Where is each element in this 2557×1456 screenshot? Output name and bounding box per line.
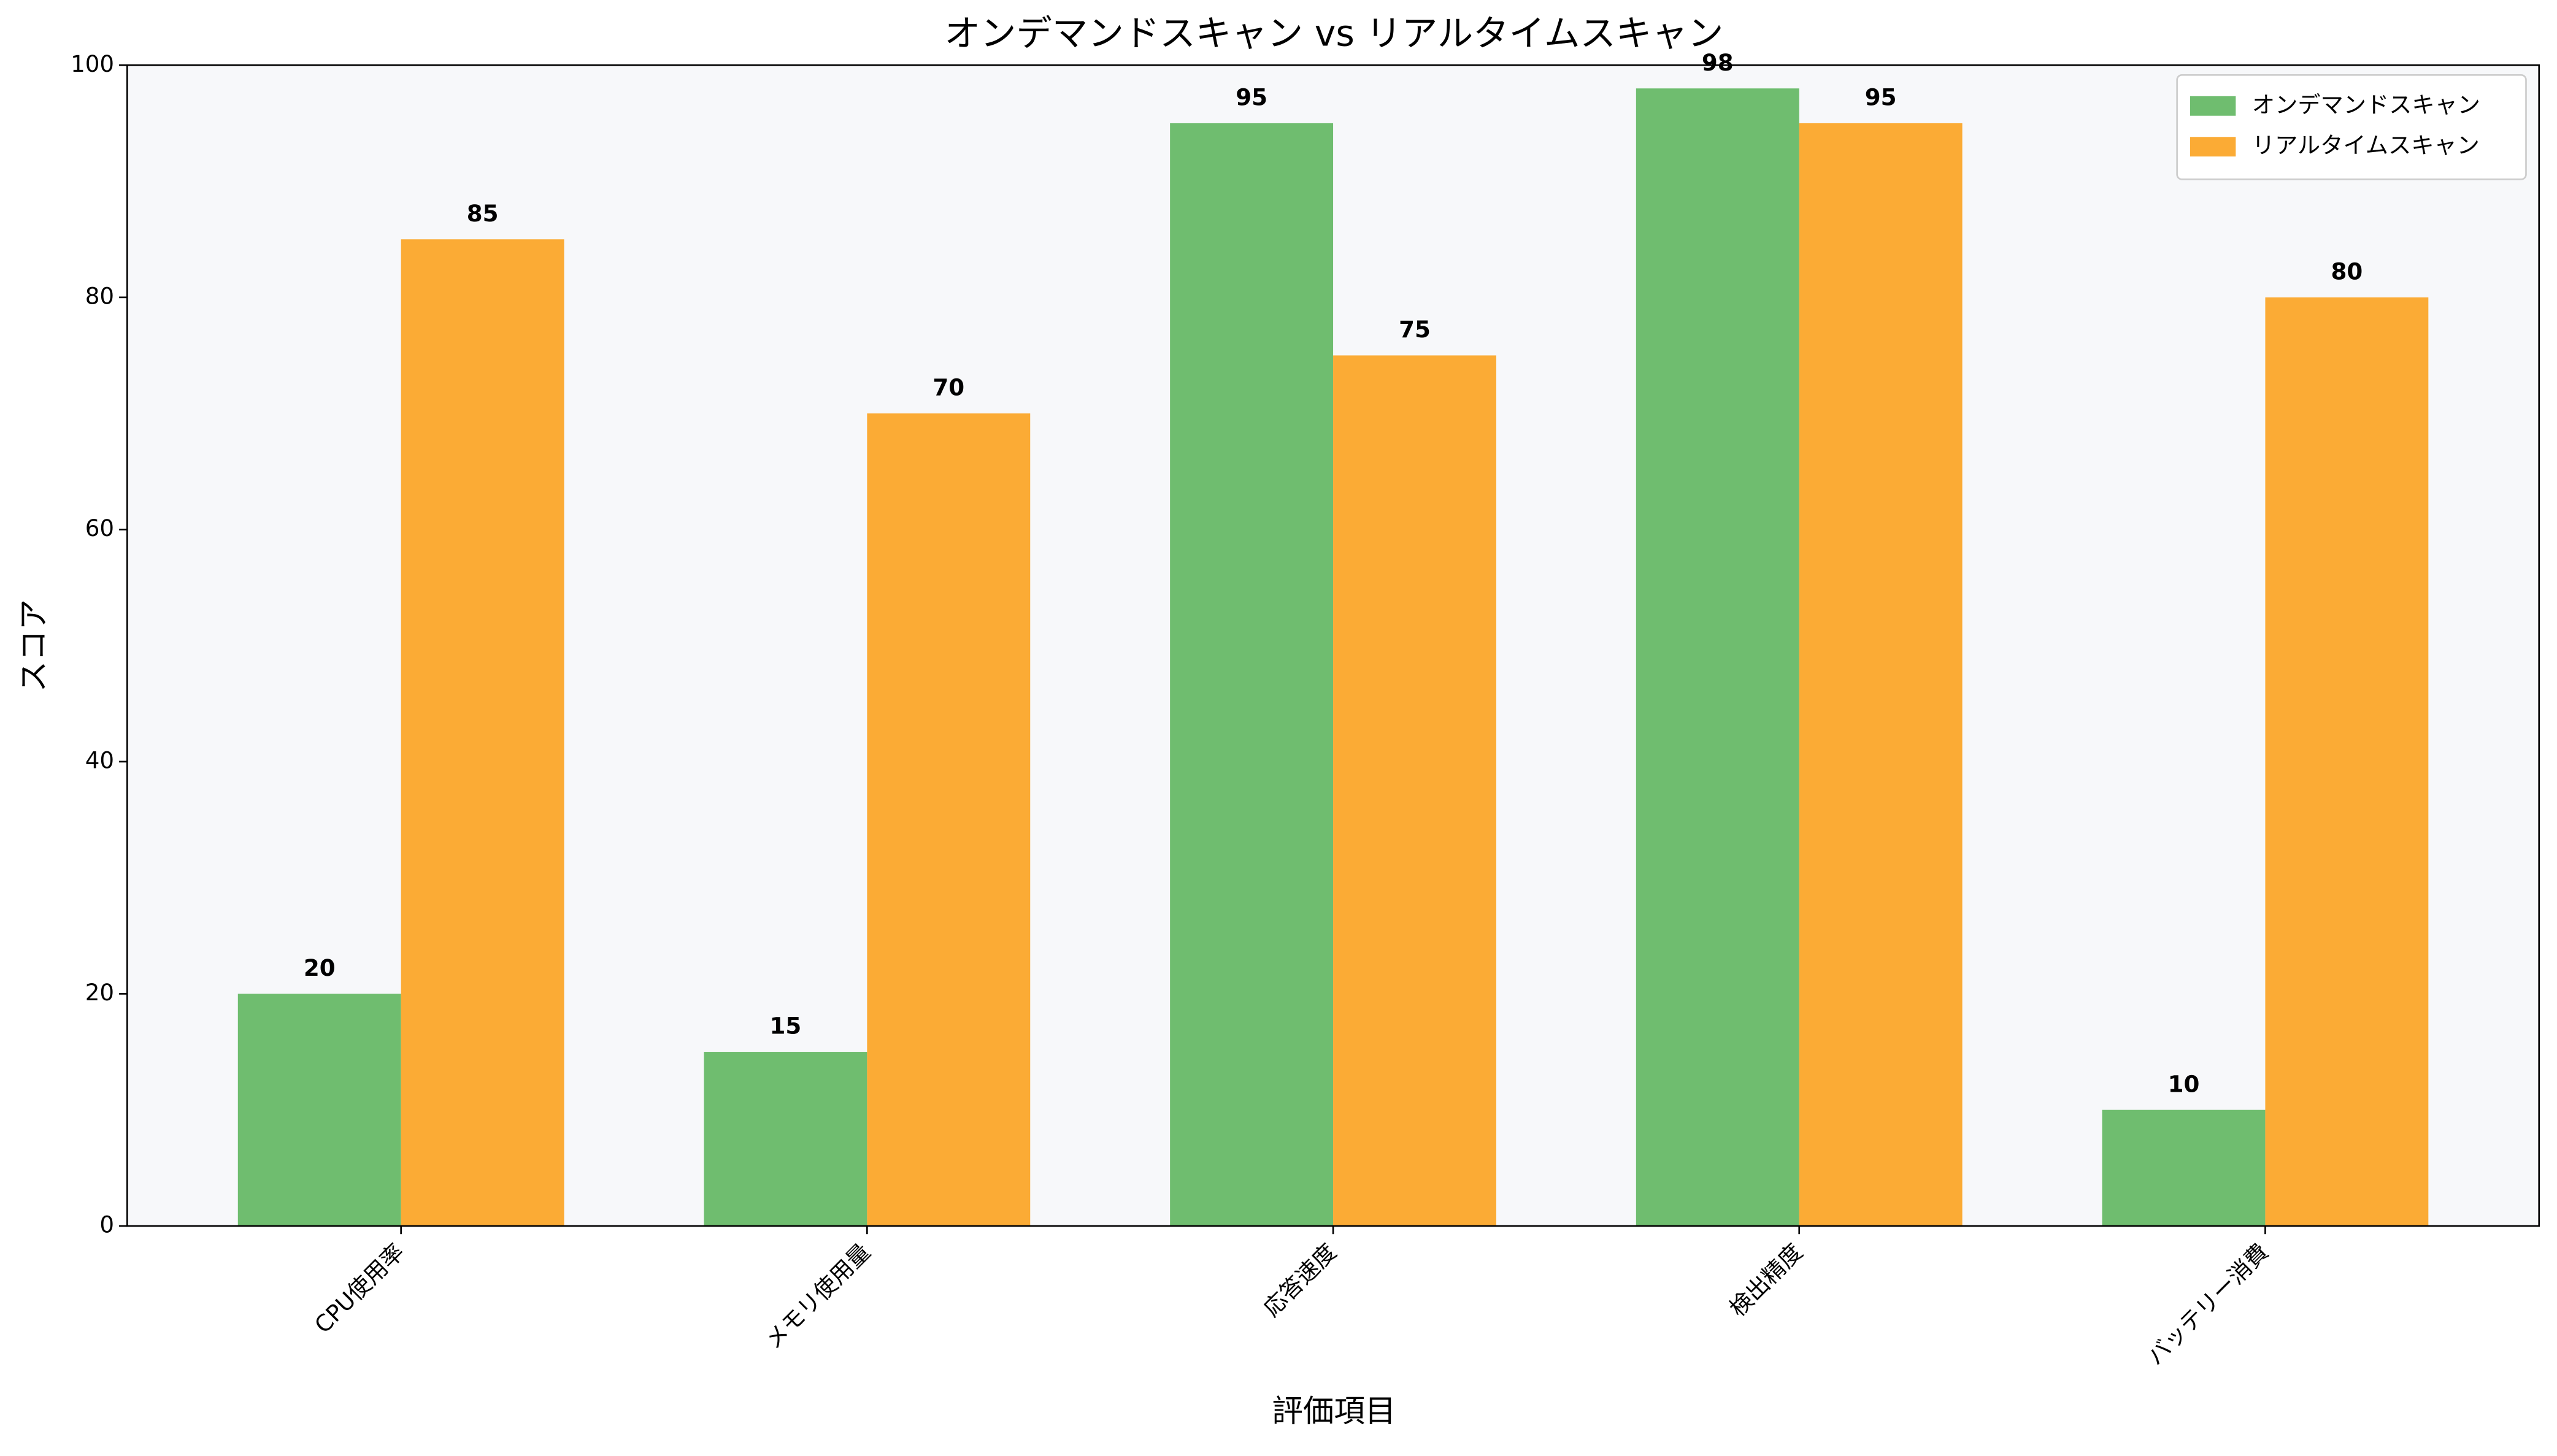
value-label: 95 (1236, 84, 1267, 111)
bar (401, 239, 564, 1226)
y-tick-label: 40 (85, 746, 114, 773)
value-label: 95 (1865, 84, 1897, 111)
bar (867, 413, 1031, 1226)
bar (237, 994, 401, 1226)
value-label: 80 (2331, 258, 2363, 285)
legend-label: リアルタイムスキャン (2252, 132, 2480, 159)
value-label: 70 (932, 374, 964, 401)
x-tick-label: メモリ使用量 (759, 1238, 875, 1354)
y-axis-label: スコア (15, 599, 52, 692)
y-tick-label: 60 (85, 515, 114, 542)
x-tick-label: 応答速度 (1258, 1238, 1341, 1322)
bar (2102, 1109, 2266, 1226)
x-axis-label: 評価項目 (1272, 1393, 1396, 1429)
bar (1333, 355, 1496, 1226)
chart-title: オンデマンドスキャン vs リアルタイムスキャン (944, 13, 1723, 55)
bar (704, 1052, 867, 1226)
legend-box (2176, 74, 2527, 180)
y-tick-label: 0 (99, 1211, 114, 1238)
x-tick-label: CPU使用率 (309, 1238, 410, 1339)
y-tick-label: 80 (85, 282, 114, 309)
legend-swatch (2190, 137, 2236, 157)
value-label: 85 (467, 200, 499, 227)
x-tick-label: バッテリー消費 (2142, 1238, 2274, 1370)
value-label: 15 (770, 1013, 802, 1040)
bar (1636, 88, 1799, 1226)
y-tick-label: 100 (71, 50, 114, 77)
bar (2265, 297, 2429, 1226)
bar (1799, 123, 1963, 1226)
axes-frame (126, 64, 2540, 1227)
y-tick-label: 20 (85, 979, 114, 1006)
legend-swatch (2190, 96, 2236, 116)
value-label: 98 (1702, 49, 1734, 76)
value-label: 75 (1399, 316, 1431, 343)
x-tick-label: 検出精度 (1724, 1238, 1807, 1322)
bar (1170, 123, 1334, 1226)
value-label: 10 (2168, 1070, 2200, 1097)
value-label: 20 (304, 954, 336, 981)
legend-label: オンデマンドスキャン (2252, 91, 2480, 118)
